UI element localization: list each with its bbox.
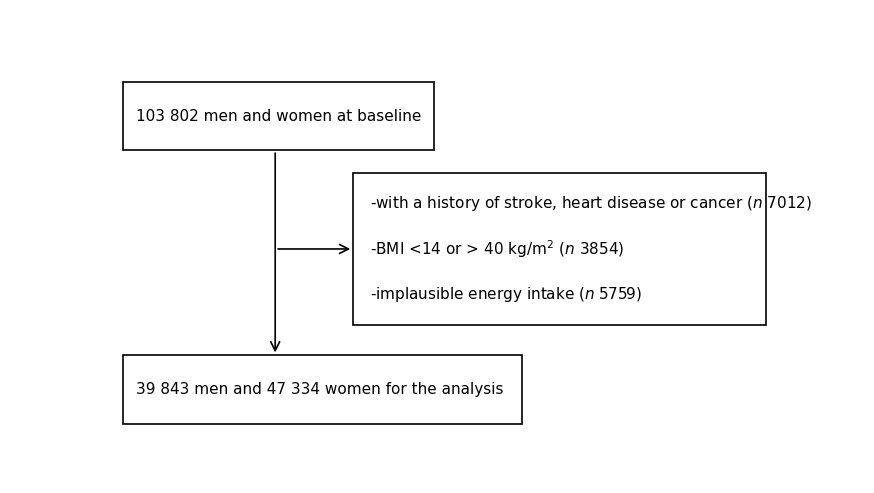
- Text: -with a history of stroke, heart disease or cancer ($\it{n}$ 7012): -with a history of stroke, heart disease…: [370, 194, 812, 213]
- Text: 39 843 men and 47 334 women for the analysis: 39 843 men and 47 334 women for the anal…: [136, 382, 503, 397]
- Text: -BMI <14 or > 40 kg/m$^2$ ($\it{n}$ 3854): -BMI <14 or > 40 kg/m$^2$ ($\it{n}$ 3854…: [370, 238, 624, 260]
- Text: -implausible energy intake ($\it{n}$ 5759): -implausible energy intake ($\it{n}$ 575…: [370, 285, 642, 304]
- FancyBboxPatch shape: [353, 173, 766, 325]
- Text: 103 802 men and women at baseline: 103 802 men and women at baseline: [136, 108, 422, 124]
- FancyBboxPatch shape: [122, 355, 523, 423]
- FancyBboxPatch shape: [122, 82, 434, 150]
